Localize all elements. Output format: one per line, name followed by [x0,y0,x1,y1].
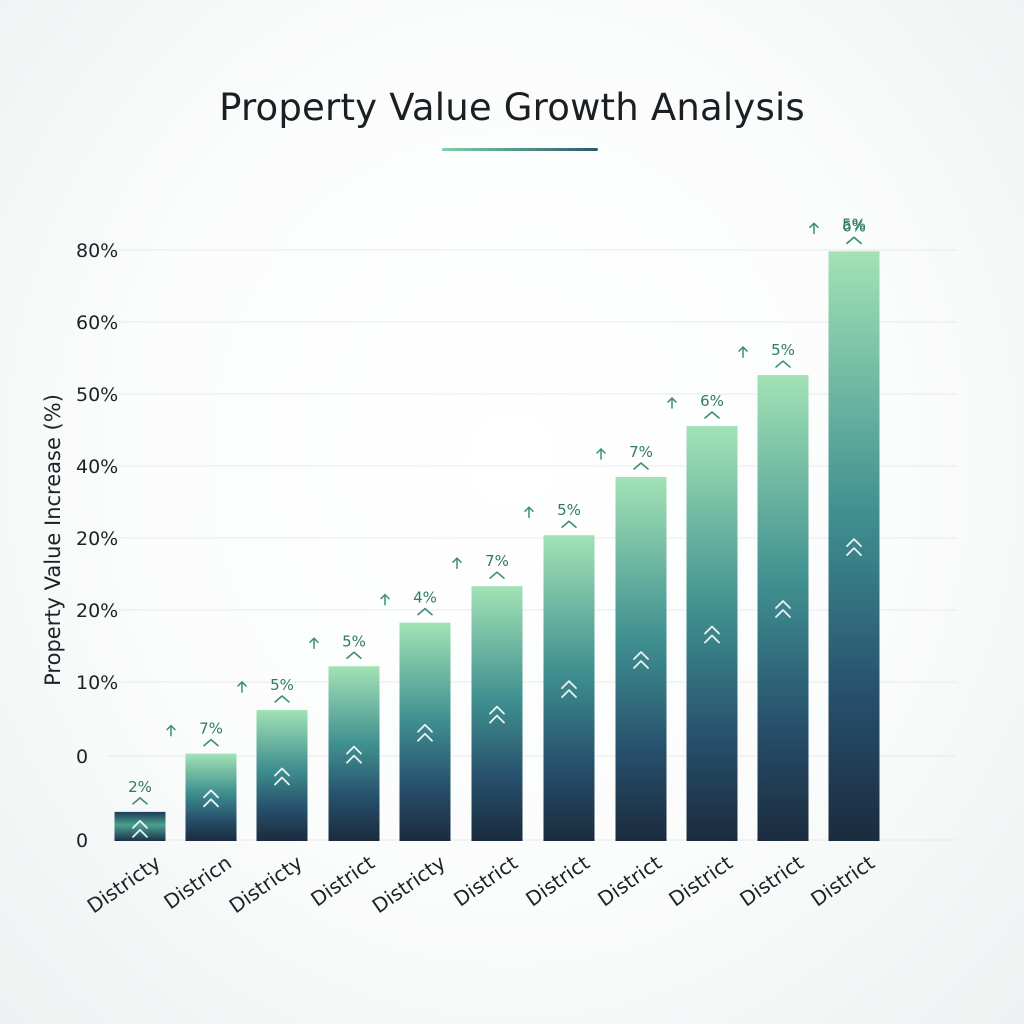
data-label: 5% [842,215,866,233]
title-underline [442,148,598,151]
x-tick-label: Districn [159,850,236,914]
y-tick-label: 20% [76,600,118,622]
x-tick-label: District [449,850,522,911]
double-chevron-icon [274,767,290,786]
bar [471,586,523,841]
double-chevron-icon [775,600,791,618]
bar [185,753,237,841]
y-tick-label: 80% [76,240,118,262]
double-chevron-icon [846,538,862,557]
y-tick-label: 50% [76,384,118,406]
arrow-up-icon [738,346,748,358]
caret-up-icon [489,571,505,579]
y-tick-label: 20% [76,528,118,550]
data-label: 4% [413,589,437,607]
bar [757,375,809,841]
double-chevron-icon [417,723,433,742]
caret-up-icon [561,520,577,529]
data-label: 5% [342,632,366,650]
bar [114,811,166,841]
data-label: 7% [485,552,509,570]
x-tick-label: District [306,850,379,911]
double-chevron-icon [346,745,362,764]
x-tick-label: District [521,850,594,911]
data-label: 5% [771,341,795,359]
data-label: 5% [557,501,581,519]
arrow-up-icon [237,681,247,693]
x-tick-label: District [735,850,808,911]
bar [256,709,308,841]
caret-up-icon [203,738,219,747]
x-tick-label: District [806,850,879,911]
bar [399,622,451,841]
arrow-up-icon [667,397,677,409]
double-chevron-icon [633,651,649,669]
arrow-up-icon [809,222,819,235]
bar [543,535,595,841]
caret-up-icon [274,695,290,703]
data-label: 7% [199,720,223,738]
caret-up-icon [346,651,362,660]
caret-up-icon [633,462,649,470]
y-tick-label: 60% [76,312,118,334]
caret-up-icon [417,607,433,616]
double-chevron-icon [132,819,148,838]
arrow-up-icon [309,637,319,650]
x-tick-label: Districty [83,850,165,918]
data-label: 7% [629,443,653,461]
double-chevron-icon [704,625,720,644]
x-tick-label: District [593,850,666,911]
arrow-up-icon [166,724,176,737]
y-tick-label: 0 [76,830,88,852]
caret-up-icon [846,236,862,245]
x-tick-label: Districty [225,850,307,918]
data-label: 5% [270,676,294,694]
x-tick-label: Districty [368,850,450,918]
caret-up-icon [704,411,720,419]
arrow-up-icon [524,506,534,518]
arrow-up-icon [452,557,462,569]
double-chevron-icon [203,789,219,808]
arrow-up-icon [380,593,390,606]
y-tick-label: 40% [76,456,118,478]
double-chevron-icon [489,705,505,724]
y-tick-label: 0 [76,746,88,768]
y-axis-title: Property Value Increase (%) [41,394,65,686]
data-label: 6% [700,392,724,410]
y-tick-label: 10% [76,672,118,694]
bar [686,426,738,841]
x-tick-label: District [664,850,737,911]
caret-up-icon [775,360,791,368]
double-chevron-icon [561,680,577,699]
bar [828,251,880,841]
data-label: 6% [842,217,866,235]
caret-up-icon [132,797,148,805]
chart-title: Property Value Growth Analysis [219,86,805,129]
arrow-up-icon [596,448,606,460]
data-label: 2% [128,778,152,796]
bar [328,666,380,841]
bar [615,477,667,841]
